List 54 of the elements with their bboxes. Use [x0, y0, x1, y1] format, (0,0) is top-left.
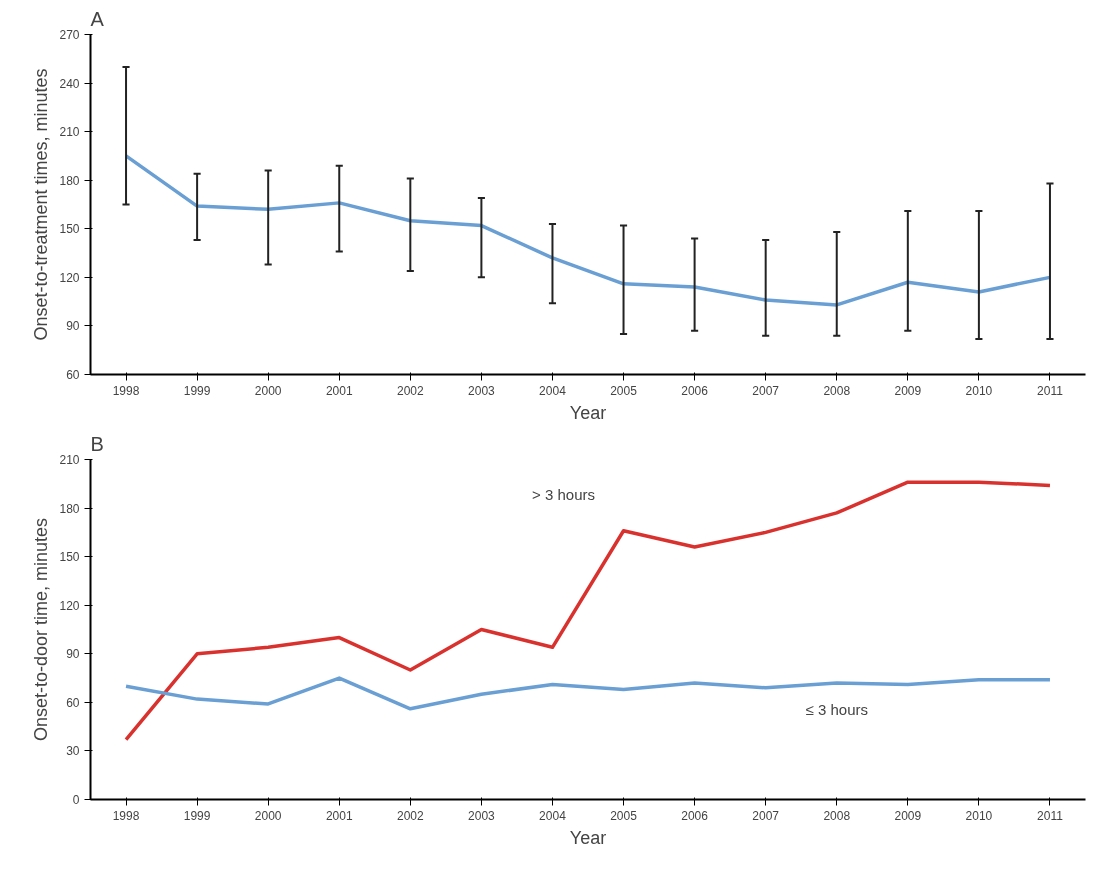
x-tick-label: 1999 — [183, 808, 211, 823]
x-tick-label: 2007 — [752, 808, 780, 823]
x-tick-label: 2006 — [681, 383, 709, 398]
y-tick-label: 150 — [59, 550, 80, 565]
x-tick-label: 2003 — [468, 383, 496, 398]
x-tick-label: 2008 — [823, 383, 851, 398]
y-tick-label: 180 — [59, 501, 80, 516]
y-tick-label: 210 — [59, 453, 80, 467]
x-tick-label: 2002 — [396, 383, 424, 398]
line-series — [124, 480, 1052, 742]
y-axis-title: Onset-to-door time, minutes — [31, 517, 52, 742]
y-tick-label: 0 — [72, 793, 80, 807]
text: > 3 hours — [532, 485, 596, 503]
line-series — [124, 154, 1052, 307]
x-tick-label: 2011 — [1037, 808, 1064, 823]
x-tick-label: 2005 — [610, 383, 638, 398]
x-tick-label: 2010 — [965, 808, 993, 823]
x-tick-label: 1998 — [112, 808, 140, 823]
x-tick-label: 2004 — [539, 383, 567, 398]
series-label: ≤ 3 hours — [805, 700, 868, 718]
x-tick-label: 2003 — [468, 808, 496, 823]
x-tick-label: 2001 — [325, 383, 353, 398]
x-tick-label: 2008 — [823, 808, 851, 823]
x-tick-label: 2000 — [254, 808, 282, 823]
y-tick-label: 270 — [59, 28, 80, 42]
x-tick-label: 2001 — [325, 808, 353, 823]
chart-title: B — [90, 432, 104, 455]
x-tick-label: 2009 — [894, 383, 922, 398]
y-tick-label: 30 — [66, 744, 80, 759]
chart-title: A — [90, 7, 105, 30]
x-tick-label: 2009 — [894, 808, 922, 823]
x-tick-label: 2007 — [752, 383, 780, 398]
x-tick-label: 2010 — [965, 383, 993, 398]
x-tick-label: 2004 — [539, 808, 567, 823]
y-tick-label: 180 — [59, 173, 80, 188]
y-tick-label: 240 — [59, 76, 80, 91]
x-tick-label: 2006 — [681, 808, 709, 823]
x-axis-title: Year — [569, 827, 607, 848]
x-tick-label: 2011 — [1037, 383, 1064, 398]
y-tick-label: 90 — [66, 319, 80, 334]
y-tick-label: 60 — [66, 695, 80, 710]
x-tick-label: 1999 — [183, 383, 211, 398]
y-axis-title: Onset-to-treatment times, minutes — [31, 68, 52, 341]
x-tick-label: 1998 — [112, 383, 140, 398]
y-tick-label: 120 — [59, 270, 80, 285]
y-tick-label: 90 — [66, 647, 80, 662]
y-tick-label: 60 — [66, 368, 80, 382]
x-tick-label: 2000 — [254, 383, 282, 398]
x-tick-label: 2002 — [396, 808, 424, 823]
y-tick-label: 150 — [59, 222, 80, 237]
y-tick-label: 120 — [59, 598, 80, 613]
x-tick-label: 2005 — [610, 808, 638, 823]
x-axis-title: Year — [569, 402, 607, 423]
y-tick-label: 210 — [59, 125, 80, 140]
